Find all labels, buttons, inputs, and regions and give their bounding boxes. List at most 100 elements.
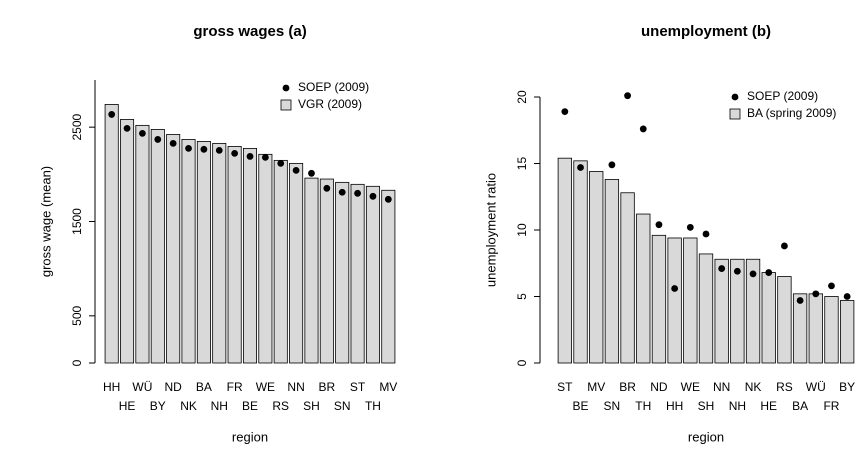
point	[655, 221, 663, 229]
point	[338, 188, 346, 196]
bar	[651, 234, 667, 364]
bar	[166, 134, 181, 364]
y-tick-label: 15	[515, 157, 529, 171]
legend-label: SOEP (2009)	[747, 89, 818, 103]
bar	[667, 237, 682, 364]
legend-swatch	[731, 93, 739, 101]
x-tick-label: ST	[557, 380, 573, 394]
bar	[381, 189, 396, 364]
x-tick-label: HH	[666, 399, 683, 413]
bar	[242, 147, 258, 364]
bar	[824, 296, 839, 364]
bar	[636, 213, 651, 364]
legend-label: VGR (2009)	[298, 97, 362, 111]
x-tick-label: SN	[604, 399, 621, 413]
x-tick-label: WE	[681, 380, 700, 394]
point	[796, 297, 804, 304]
x-tick-label: HH	[103, 380, 120, 394]
point	[577, 164, 584, 171]
point	[718, 265, 726, 272]
bar	[730, 258, 745, 364]
point	[781, 242, 788, 250]
bar	[258, 153, 273, 364]
x-tick-label: HE	[119, 399, 136, 413]
point	[200, 145, 208, 153]
x-tick-label: HE	[760, 399, 777, 413]
bar	[365, 185, 380, 364]
point	[154, 136, 162, 143]
point	[384, 195, 392, 203]
bar	[589, 171, 604, 364]
point	[671, 285, 679, 292]
x-tick-label: SH	[698, 399, 715, 413]
point	[561, 108, 569, 116]
x-tick-label: NH	[729, 399, 746, 413]
point	[169, 139, 177, 147]
bar	[761, 272, 776, 364]
bar	[557, 157, 572, 364]
x-tick-label: NN	[287, 380, 304, 394]
x-tick-label: NN	[713, 380, 730, 394]
x-tick-label: ND	[650, 380, 668, 394]
point	[308, 169, 315, 177]
bar	[335, 181, 350, 364]
x-tick-label: WE	[256, 380, 275, 394]
point	[231, 149, 239, 157]
point	[185, 144, 192, 152]
bar	[150, 129, 165, 364]
bar	[745, 258, 761, 364]
y-tick-label: 1500	[70, 208, 84, 235]
point	[277, 159, 285, 167]
point	[702, 230, 710, 238]
point	[215, 146, 223, 154]
y-tick-label: 0	[70, 359, 84, 366]
x-tick-label: BE	[573, 399, 589, 413]
point	[812, 290, 820, 298]
bar	[792, 293, 808, 364]
bar	[196, 141, 211, 364]
x-tick-label: ST	[350, 380, 366, 394]
y-tick-label: 0	[515, 359, 529, 366]
point	[749, 270, 757, 278]
bar	[227, 146, 242, 364]
x-tick-label: BA	[196, 380, 212, 394]
x-tick-label: BA	[792, 399, 808, 413]
point	[261, 153, 269, 161]
bar	[840, 300, 855, 364]
point	[369, 192, 377, 200]
x-tick-label: MV	[379, 380, 397, 394]
x-tick-label: FR	[227, 380, 243, 394]
x-tick-label: BR	[319, 380, 336, 394]
point	[108, 111, 116, 118]
x-tick-label: RS	[272, 399, 289, 413]
x-tick-label: ND	[164, 380, 182, 394]
bar	[135, 124, 150, 364]
bar	[714, 258, 729, 364]
point	[765, 269, 773, 276]
x-tick-label: MV	[587, 380, 605, 394]
point	[686, 223, 694, 231]
x-tick-label: BY	[839, 380, 855, 394]
y-tick-label: 10	[515, 223, 529, 237]
legend-swatch	[729, 108, 741, 120]
bar	[573, 160, 588, 364]
x-tick-label: FR	[823, 399, 839, 413]
y-tick-label: 2500	[70, 113, 84, 140]
x-tick-label: BE	[242, 399, 258, 413]
bar	[698, 253, 714, 364]
x-tick-label: TH	[635, 399, 651, 413]
bar	[683, 237, 698, 364]
legend-swatch	[280, 99, 292, 111]
x-tick-label: SN	[334, 399, 351, 413]
point	[624, 92, 631, 100]
bar	[319, 178, 334, 364]
point	[292, 166, 300, 174]
legend-label: SOEP (2009)	[298, 80, 369, 94]
x-axis-label: region	[688, 429, 724, 444]
chart-title: gross wages (a)	[193, 23, 306, 40]
x-tick-label: BY	[150, 399, 166, 413]
y-axis-label: unemployment ratio	[483, 173, 498, 287]
x-tick-label: BR	[619, 380, 636, 394]
point	[246, 153, 254, 160]
